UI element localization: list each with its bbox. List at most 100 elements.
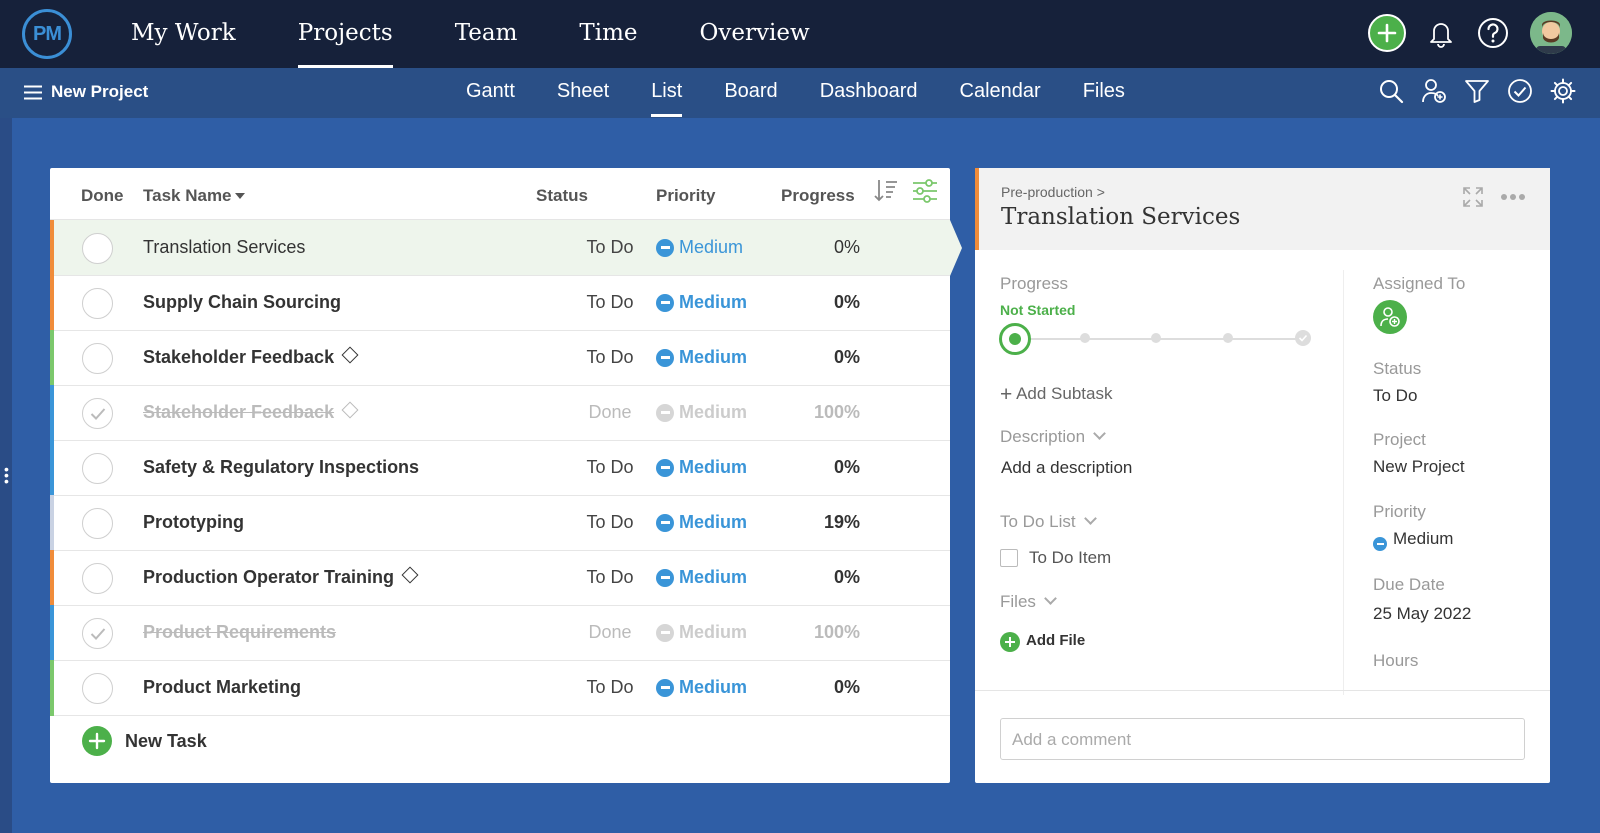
task-progress[interactable]: 0% <box>833 292 860 312</box>
todo-list-toggle[interactable]: To Do List <box>1000 512 1097 532</box>
tab-list[interactable]: List <box>630 68 703 118</box>
nav-time[interactable]: Time <box>579 20 638 46</box>
progress-step[interactable] <box>1080 333 1090 343</box>
todo-checkbox[interactable] <box>1000 549 1018 567</box>
sort-down-icon[interactable] <box>234 193 245 199</box>
progress-step[interactable] <box>1223 333 1233 343</box>
breadcrumb[interactable]: Pre-production > <box>1001 184 1105 200</box>
task-progress[interactable]: 0% <box>833 237 860 257</box>
task-status[interactable]: Done <box>588 622 632 642</box>
progress-step[interactable] <box>1151 333 1161 343</box>
task-title[interactable]: Translation Services <box>1001 204 1241 230</box>
description-field[interactable]: Add a description <box>1001 458 1133 477</box>
tab-board[interactable]: Board <box>724 80 778 102</box>
tab-gantt[interactable]: Gantt <box>466 80 515 102</box>
task-priority[interactable]: Medium <box>656 402 747 423</box>
header-status[interactable]: Status <box>536 186 588 205</box>
table-row[interactable]: Safety & Regulatory Inspections To Do Medi… <box>50 440 950 496</box>
sidebar-handle-icon[interactable]: • • • <box>4 461 9 489</box>
project-value[interactable]: New Project <box>1373 457 1465 476</box>
table-row[interactable]: Product Marketing To Do Medium 0% <box>50 660 950 716</box>
task-priority[interactable]: Medium <box>656 237 743 258</box>
comment-input[interactable]: Add a comment <box>1000 718 1525 760</box>
task-progress[interactable]: 0% <box>833 347 860 367</box>
done-checkbox[interactable] <box>82 343 113 374</box>
task-priority[interactable]: Medium <box>656 292 747 313</box>
done-checkbox[interactable] <box>82 453 113 484</box>
menu-icon[interactable] <box>24 85 42 105</box>
project-name[interactable]: New Project <box>51 82 149 101</box>
task-progress[interactable]: 100% <box>813 402 860 422</box>
priority-value[interactable]: Medium <box>1373 529 1453 551</box>
task-name[interactable]: Product Marketing <box>143 677 301 698</box>
done-checkbox[interactable] <box>82 398 113 429</box>
task-status[interactable]: To Do <box>586 457 634 477</box>
bell-icon[interactable] <box>1426 17 1456 49</box>
description-toggle[interactable]: Description <box>1000 427 1106 447</box>
search-icon[interactable] <box>1378 78 1404 104</box>
task-name[interactable]: Production Operator Training <box>143 566 419 588</box>
sort-icon[interactable] <box>873 178 899 209</box>
new-task-button[interactable]: New Task <box>82 726 207 756</box>
nav-team[interactable]: Team <box>454 20 518 46</box>
done-checkbox[interactable] <box>82 618 113 649</box>
nav-overview[interactable]: Overview <box>699 20 810 46</box>
header-progress[interactable]: Progress <box>781 186 855 205</box>
task-status[interactable]: To Do <box>586 677 634 697</box>
tab-sheet[interactable]: Sheet <box>556 80 610 102</box>
task-progress[interactable]: 0% <box>833 677 860 697</box>
todo-item-label[interactable]: To Do Item <box>1029 548 1112 567</box>
done-checkbox[interactable] <box>82 508 113 539</box>
task-status[interactable]: To Do <box>586 567 634 587</box>
add-new-icon[interactable] <box>1368 14 1406 52</box>
task-priority[interactable]: Medium <box>656 457 747 478</box>
task-status[interactable]: To Do <box>586 292 634 312</box>
header-priority[interactable]: Priority <box>656 186 716 205</box>
task-name[interactable]: Stakeholder Feedback <box>143 401 359 423</box>
tab-calendar[interactable]: Calendar <box>959 80 1041 102</box>
header-task-name[interactable]: Task Name <box>143 186 245 206</box>
column-settings-icon[interactable] <box>911 178 939 209</box>
expand-icon[interactable] <box>1462 186 1484 208</box>
done-checkbox[interactable] <box>82 563 113 594</box>
task-name[interactable]: Safety & Regulatory Inspections <box>143 457 419 478</box>
nav-projects[interactable]: Projects <box>267 0 424 68</box>
add-subtask-button[interactable]: + Add Subtask <box>1000 383 1112 407</box>
task-progress[interactable]: 0% <box>833 567 860 587</box>
nav-my-work[interactable]: My Work <box>131 20 236 46</box>
task-priority[interactable]: Medium <box>656 512 747 533</box>
add-file-icon[interactable] <box>1000 632 1020 652</box>
table-row[interactable]: Stakeholder Feedback Done Medium 100% <box>50 385 950 441</box>
table-row[interactable]: Product Requirements Done Medium 100% <box>50 605 950 661</box>
task-name[interactable]: Prototyping <box>143 512 244 533</box>
done-checkbox[interactable] <box>82 288 113 319</box>
task-name[interactable]: Translation Services <box>143 237 305 258</box>
add-task-icon[interactable] <box>82 726 112 756</box>
task-status[interactable]: To Do <box>586 237 634 257</box>
assign-user-icon[interactable] <box>1373 300 1407 334</box>
gear-icon[interactable] <box>1550 78 1576 104</box>
due-date-value[interactable]: 25 May 2022 <box>1373 604 1472 623</box>
table-row[interactable]: Translation Services To Do Medium 0% <box>50 220 950 276</box>
done-checkbox[interactable] <box>82 673 113 704</box>
task-status[interactable]: To Do <box>586 347 634 367</box>
progress-complete-icon[interactable] <box>1295 330 1311 346</box>
filter-icon[interactable] <box>1464 78 1490 104</box>
check-circle-icon[interactable] <box>1507 78 1533 104</box>
task-priority[interactable]: Medium <box>656 347 747 368</box>
progress-current-step[interactable] <box>999 323 1031 355</box>
table-row[interactable]: Prototyping To Do Medium 19% <box>50 495 950 551</box>
task-status[interactable]: Done <box>588 402 632 422</box>
task-progress[interactable]: 19% <box>823 512 860 532</box>
more-options-icon[interactable] <box>1500 193 1526 201</box>
help-icon[interactable] <box>1476 16 1510 50</box>
user-avatar[interactable] <box>1530 12 1572 54</box>
table-row[interactable]: Production Operator Training To Do Medium 0… <box>50 550 950 606</box>
done-checkbox[interactable] <box>82 233 113 264</box>
task-priority[interactable]: Medium <box>656 677 747 698</box>
task-name[interactable]: Product Requirements <box>143 622 336 643</box>
add-file-button[interactable]: Add File <box>1026 632 1086 649</box>
task-priority[interactable]: Medium <box>656 567 747 588</box>
task-progress[interactable]: 100% <box>813 622 860 642</box>
table-row[interactable]: Stakeholder Feedback To Do Medium 0% <box>50 330 950 386</box>
